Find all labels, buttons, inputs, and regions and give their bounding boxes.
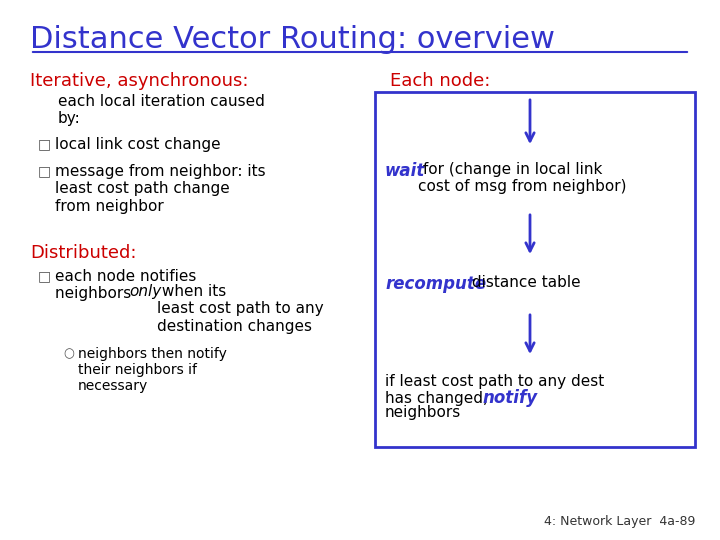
Text: distance table: distance table [467,275,580,290]
Text: □: □ [38,137,51,151]
Text: neighbors: neighbors [385,405,462,420]
Text: □: □ [38,164,51,178]
Text: Distance Vector Routing: overview: Distance Vector Routing: overview [30,25,555,54]
Text: 4: Network Layer  4a-89: 4: Network Layer 4a-89 [544,515,695,528]
Text: when its
least cost path to any
destination changes: when its least cost path to any destinat… [157,284,323,334]
Text: ○: ○ [63,347,74,360]
Text: for (change in local link
cost of msg from neighbor): for (change in local link cost of msg fr… [418,162,626,194]
Text: Iterative, asynchronous:: Iterative, asynchronous: [30,72,248,90]
Bar [375,92,695,447]
Text: neighbors then notify
their neighbors if
necessary: neighbors then notify their neighbors if… [78,347,227,394]
Text: local link cost change: local link cost change [55,137,220,152]
Text: each local iteration caused
by:: each local iteration caused by: [58,94,265,126]
Text: notify: notify [482,389,537,407]
Text: recompute: recompute [385,275,486,293]
Text: □: □ [38,269,51,283]
Text: message from neighbor: its
least cost path change
from neighbor: message from neighbor: its least cost pa… [55,164,266,214]
Text: wait: wait [385,162,426,180]
Text: Each node:: Each node: [390,72,490,90]
Text: if least cost path to any dest
has changed,: if least cost path to any dest has chang… [385,374,604,407]
Text: Distributed:: Distributed: [30,244,137,262]
Text: each node notifies
neighbors: each node notifies neighbors [55,269,197,301]
Text: only: only [129,284,161,299]
